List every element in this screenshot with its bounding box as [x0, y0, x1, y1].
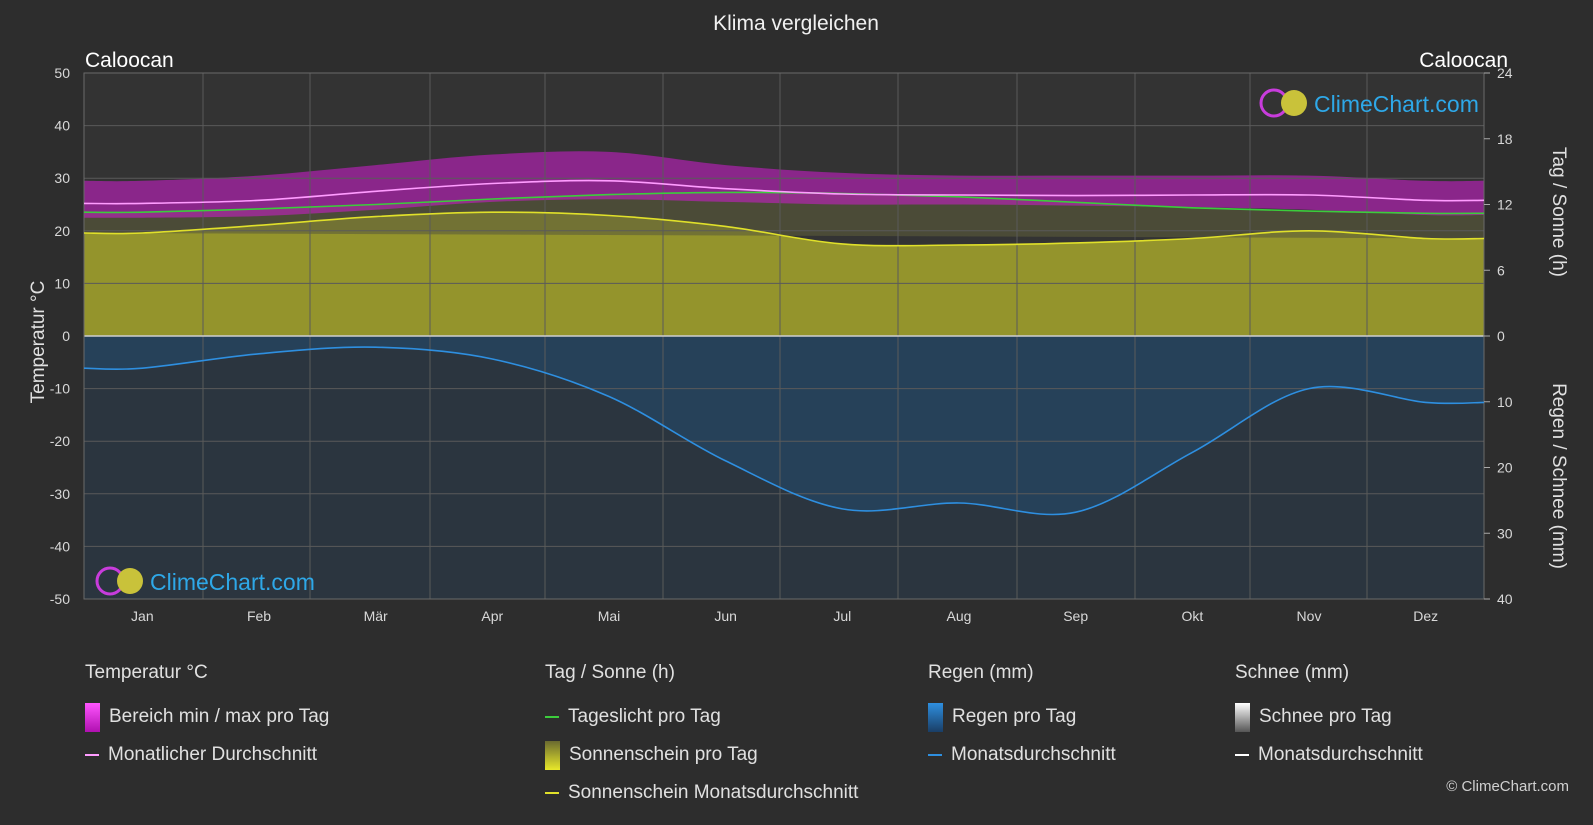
watermark-text-bottom: ClimeChart.com: [150, 569, 315, 595]
legend-rain-label: Regen pro Tag: [952, 706, 1077, 727]
legend-sunshine-avg-swatch: [545, 792, 559, 794]
y-left-tick-label: 40: [54, 118, 70, 134]
y-left-tick-label: -10: [50, 381, 70, 397]
legend-temp-avg-label: Monatlicher Durchschnitt: [108, 744, 318, 765]
y-left-tick-label: -30: [50, 486, 70, 502]
x-tick-label: Mai: [598, 608, 621, 624]
legend-temp-range-label: Bereich min / max pro Tag: [109, 706, 330, 727]
y-left-tick-label: 30: [54, 170, 70, 186]
legend-snow-avg-label: Monatsdurchschnitt: [1258, 744, 1423, 765]
rain-avg-line: [83, 346, 1485, 516]
x-tick-label: Dez: [1413, 608, 1438, 624]
legend-temp-avg-swatch: [85, 754, 99, 756]
x-tick-label: Apr: [481, 608, 503, 624]
legend-rain-swatch: [928, 702, 943, 732]
legend-temperature: Temperatur °C Bereich min / max pro Tag …: [85, 662, 329, 774]
legend-rain-avg-label: Monatsdurchschnitt: [951, 744, 1116, 765]
watermark-top: ClimeChart.com: [1259, 88, 1479, 118]
x-tick-label: Nov: [1297, 608, 1322, 624]
legend-temp-header: Temperatur °C: [85, 662, 208, 683]
daylight-line: [83, 191, 1485, 215]
y-left-tick-label: 20: [54, 223, 70, 239]
sunshine-fill: [84, 212, 1484, 336]
legend-daylight-swatch: [545, 716, 559, 718]
axis-right-bottom-label: Regen / Schnee (mm): [1548, 383, 1569, 569]
y-left-tick-label: 50: [54, 65, 70, 81]
y-right-top-tick-label: 6: [1497, 262, 1505, 278]
axis-left-label: Temperatur °C: [28, 281, 49, 404]
y-left-tick-label: -40: [50, 538, 70, 554]
rain-fill: [84, 336, 1484, 515]
location-left: Caloocan: [85, 49, 174, 72]
y-left-tick-label: -20: [50, 433, 70, 449]
x-tick-label: Okt: [1181, 608, 1203, 624]
legend-sunshine-label: Sonnenschein pro Tag: [569, 744, 758, 765]
legend-snow-header: Schnee (mm): [1235, 662, 1350, 683]
y-right-top-tick-label: 12: [1497, 197, 1513, 213]
y-right-bottom-tick-label: 10: [1497, 394, 1513, 410]
sunshine-avg-line: [83, 211, 1485, 247]
y-right-bottom-tick-label: 40: [1497, 591, 1513, 607]
y-right-bottom-tick-label: 30: [1497, 525, 1513, 541]
logo-sun-icon: [117, 568, 143, 594]
legend-sunshine-swatch: [545, 740, 560, 770]
y-left-tick-label: 10: [54, 275, 70, 291]
watermark-bottom: ClimeChart.com: [95, 566, 315, 596]
legend-snow: Schnee (mm) Schnee pro Tag Monatsdurchsc…: [1235, 662, 1423, 774]
x-tick-label: Jun: [714, 608, 737, 624]
x-tick-label: Jul: [833, 608, 851, 624]
rain-background: [84, 336, 1484, 599]
x-tick-label: Sep: [1063, 608, 1088, 624]
x-tick-label: Mär: [364, 608, 388, 624]
legend-snow-avg-swatch: [1235, 754, 1249, 756]
y-right-bottom-tick-label: 20: [1497, 460, 1513, 476]
x-tick-label: Jan: [131, 608, 154, 624]
legend-rain-avg-swatch: [928, 754, 942, 756]
legend-temp-range-swatch: [85, 702, 100, 732]
y-left-tick-label: 0: [62, 328, 70, 344]
y-right-top-tick-label: 0: [1497, 328, 1505, 344]
legend-daylight-label: Tageslicht pro Tag: [568, 706, 721, 727]
chart-title: Klima vergleichen: [713, 12, 879, 35]
temp-avg-line: [83, 179, 1485, 205]
axis-right-top-label: Tag / Sonne (h): [1548, 147, 1569, 277]
y-right-top-tick-label: 18: [1497, 131, 1513, 147]
x-tick-label: Aug: [947, 608, 972, 624]
x-tick-label: Feb: [247, 608, 271, 624]
legend-sun-header: Tag / Sonne (h): [545, 662, 675, 683]
legend-sunshine-avg-label: Sonnenschein Monatsdurchschnitt: [568, 782, 859, 803]
legend-snow-label: Schnee pro Tag: [1259, 706, 1392, 727]
legend-snow-swatch: [1235, 702, 1250, 732]
watermark-text-top: ClimeChart.com: [1314, 91, 1479, 117]
legend-rain-header: Regen (mm): [928, 662, 1034, 683]
y-left-tick-label: -50: [50, 591, 70, 607]
copyright: © ClimeChart.com: [1446, 778, 1569, 795]
y-right-top-tick-label: 24: [1497, 65, 1513, 81]
legend-rain: Regen (mm) Regen pro Tag Monatsdurchschn…: [928, 662, 1116, 774]
legend-sun: Tag / Sonne (h) Tageslicht pro Tag Sonne…: [545, 662, 858, 812]
location-right: Caloocan: [1419, 49, 1508, 72]
logo-sun-icon: [1281, 90, 1307, 116]
